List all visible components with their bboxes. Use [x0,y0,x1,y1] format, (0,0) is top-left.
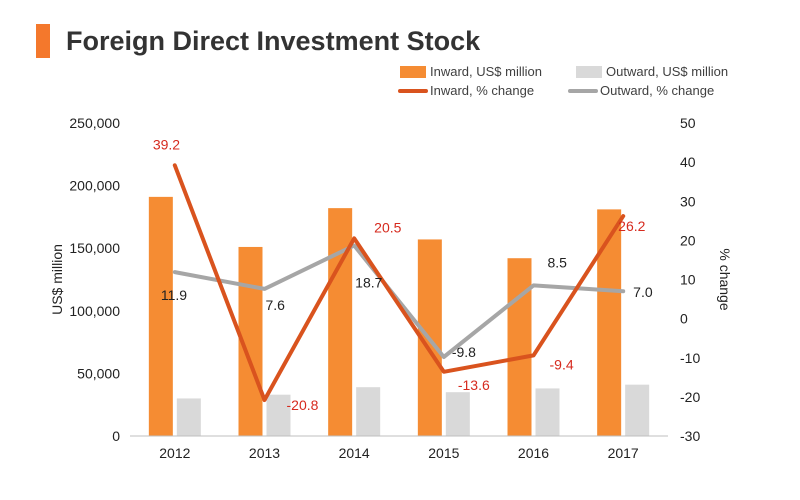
legend-swatch-inward-bar [400,65,426,78]
legend-outward-bar: Outward, US$ million [576,64,728,79]
bar-outward [176,398,201,436]
y2-tick-label: -20 [680,389,700,405]
label-inward-change: 39.2 [153,136,180,152]
chart-title: Foreign Direct Investment Stock [66,26,481,56]
bar-inward [507,258,532,436]
y2-tick-label: 0 [680,311,688,327]
y2-tick-label: -30 [680,428,700,444]
y-tick-label: 100,000 [69,303,120,319]
line-inward-change [172,163,626,402]
y-tick-label: 250,000 [69,115,120,131]
x-tick-label: 2016 [518,445,549,461]
line-outward-change [172,243,626,359]
bar-inward [328,208,353,436]
y2-tick-label: 40 [680,154,696,170]
y2-tick-label: 20 [680,232,696,248]
legend-swatch-outward-bar [576,65,602,78]
y2-tick-label: 30 [680,193,696,209]
y2-axis-title: % change [717,248,733,310]
x-tick-label: 2013 [249,445,280,461]
bar-outward [625,384,650,436]
bar-outward [535,388,560,436]
bar-outward [445,392,470,436]
label-outward-change: 18.7 [355,274,382,290]
label-outward-change: 11.9 [161,287,187,303]
y-tick-label: 0 [112,428,120,444]
label-inward-change: -13.6 [458,377,490,393]
bar-outward [356,387,381,436]
label-outward-change: 7.0 [633,284,653,300]
bar-inward [148,196,173,436]
bar-outward [266,394,291,436]
legend-label-outward-line: Outward, % change [600,83,715,98]
legend-label-inward-bar: Inward, US$ million [430,64,542,79]
label-outward-change: -9.8 [452,344,476,360]
x-tick-label: 2012 [159,445,190,461]
title-accent-bar [36,24,50,58]
legend-inward-bar: Inward, US$ million [400,64,542,79]
y-tick-label: 50,000 [77,365,120,381]
label-inward-change: -20.8 [287,397,319,413]
y2-tick-label: 10 [680,272,696,288]
legend-swatch-outward-line [568,88,598,93]
x-tick-label: 2015 [428,445,459,461]
y-tick-label: 150,000 [69,240,120,256]
label-inward-change: -9.4 [550,356,574,372]
y2-tick-label: 50 [680,115,696,131]
x-tick-label: 2017 [608,445,639,461]
x-tick-label: 2014 [339,445,370,461]
y2-tick-label: -10 [680,350,700,366]
legend-inward-line: Inward, % change [398,83,534,98]
y-axis-title: US$ million [49,244,65,315]
label-inward-change: 26.2 [618,218,645,234]
legend-swatch-inward-line [398,88,428,93]
legend-outward-line: Outward, % change [568,83,714,98]
legend-label-outward-bar: Outward, US$ million [606,64,729,79]
bar-inward [597,209,622,436]
label-outward-change: 7.6 [266,297,286,313]
label-outward-change: 8.5 [548,254,568,270]
legend-label-inward-line: Inward, % change [430,83,535,98]
label-inward-change: 20.5 [374,219,401,235]
y-tick-label: 200,000 [69,178,120,194]
